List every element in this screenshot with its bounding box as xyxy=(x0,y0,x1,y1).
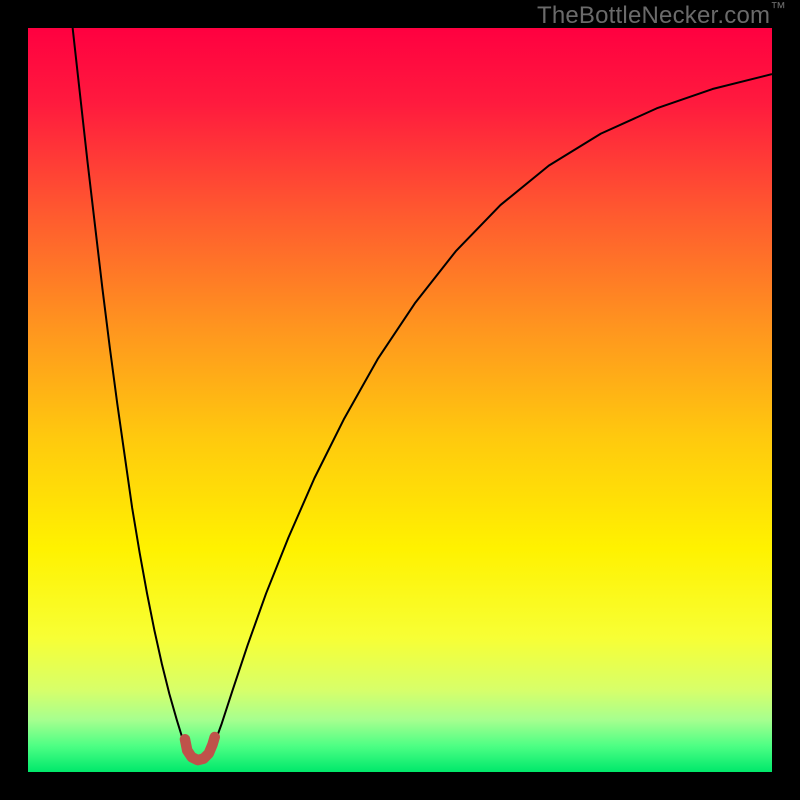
chart-container: TheBottleNecker.com™ xyxy=(0,0,800,800)
trademark-symbol: ™ xyxy=(770,0,786,17)
bottleneck-curve-chart xyxy=(0,0,800,800)
plot-background xyxy=(28,28,772,772)
watermark-text: TheBottleNecker.com xyxy=(537,2,770,29)
source-watermark: TheBottleNecker.com™ xyxy=(537,2,786,30)
